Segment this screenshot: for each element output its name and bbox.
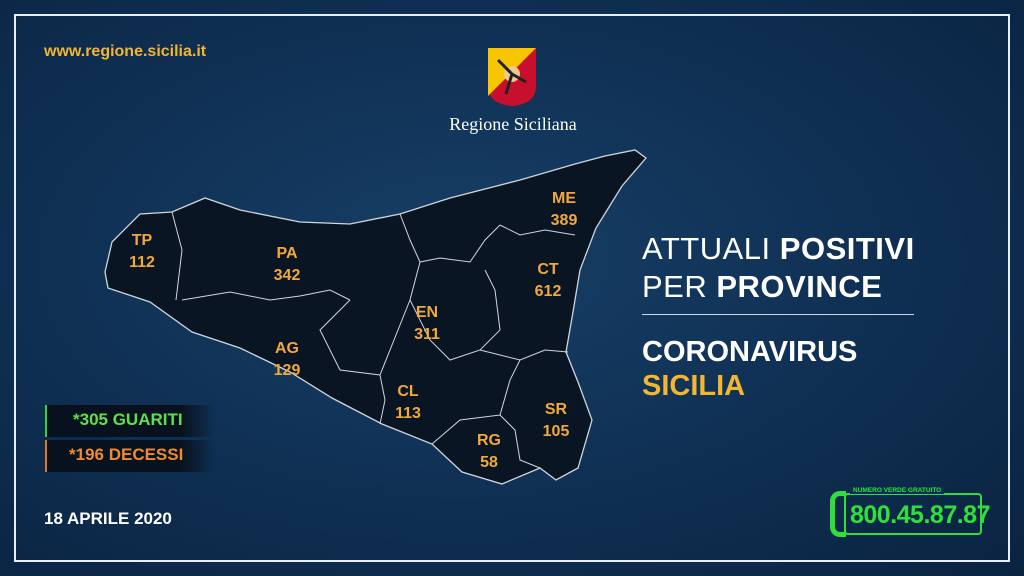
divider — [642, 314, 914, 315]
province-value: 342 — [273, 267, 301, 284]
title-light: PER — [642, 269, 717, 304]
province-code: RG — [477, 432, 501, 449]
border-ct-sr — [479, 349, 569, 361]
deaths-stat: *196 DECESSI — [45, 440, 215, 472]
province-value: 612 — [534, 283, 562, 300]
frame-border — [14, 14, 1010, 562]
province-code: CL — [397, 383, 419, 400]
province-pa: PA 342 — [257, 243, 317, 287]
main-title: ATTUALI POSITIVI PER PROVINCE — [642, 230, 915, 306]
border-rg — [431, 414, 541, 469]
border-cl — [319, 299, 411, 425]
province-value: 389 — [550, 212, 578, 229]
subtitle-coronavirus: CORONAVIRUS — [642, 336, 858, 368]
province-tp: TP 112 — [112, 230, 172, 274]
border-pa-me — [399, 213, 501, 263]
sicily-outline — [104, 149, 647, 485]
province-value: 129 — [273, 362, 301, 379]
province-code: SR — [544, 401, 568, 418]
border-pa-ag — [181, 289, 351, 301]
title-bold: POSITIVI — [779, 231, 915, 266]
title-light: ATTUALI — [642, 231, 780, 266]
province-cl: CL 113 — [378, 381, 438, 425]
hotline-badge: NUMERO VERDE GRATUITO 800.45.87.87 — [830, 487, 990, 539]
province-ag: AG 129 — [257, 338, 317, 382]
website-link[interactable]: www.regione.sicilia.it — [44, 43, 207, 60]
province-value: 58 — [480, 454, 498, 471]
province-value: 105 — [542, 423, 570, 440]
province-code: CT — [537, 261, 559, 278]
date: 18 APRILE 2020 — [44, 509, 172, 528]
recovered-stat: *305 GUARITI — [45, 405, 215, 437]
region-name: Regione Siciliana — [449, 114, 577, 134]
province-en: EN 311 — [397, 302, 457, 346]
border-me-ct — [499, 224, 576, 236]
hotline-number: 800.45.87.87 — [850, 501, 990, 529]
province-value: 112 — [129, 254, 155, 271]
subtitle-sicilia: SICILIA — [642, 370, 746, 402]
border-sr — [499, 359, 521, 416]
province-code: PA — [276, 245, 298, 262]
province-value: 311 — [414, 326, 440, 343]
province-me: ME 389 — [534, 188, 594, 232]
province-sr: SR 105 — [526, 399, 586, 443]
hotline-box — [844, 493, 982, 535]
phone-icon — [830, 491, 846, 537]
province-code: AG — [275, 340, 299, 357]
hotline-caption: NUMERO VERDE GRATUITO — [850, 487, 945, 494]
province-rg: RG 58 — [459, 430, 519, 474]
province-value: 113 — [395, 405, 421, 422]
province-ct: CT 612 — [518, 259, 578, 303]
border-en — [409, 261, 501, 361]
province-code: TP — [131, 232, 153, 249]
province-code: ME — [552, 190, 576, 207]
title-bold: PROVINCE — [716, 269, 883, 304]
trinacria-logo — [488, 48, 536, 106]
border-tp-pa — [171, 211, 183, 301]
province-code: EN — [415, 304, 439, 321]
